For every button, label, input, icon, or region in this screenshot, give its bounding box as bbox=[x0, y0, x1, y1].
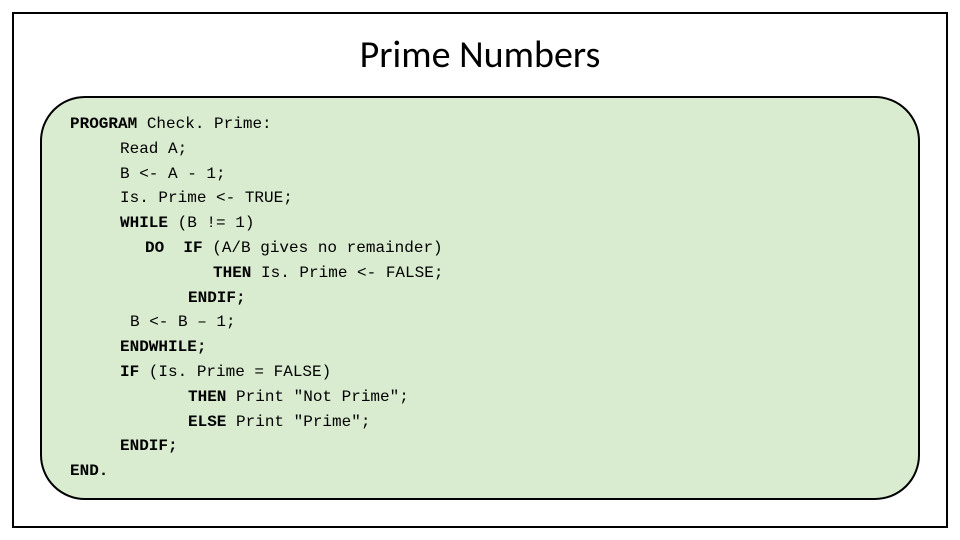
kw-endif2: ENDIF; bbox=[120, 437, 178, 455]
code-line-endif1: ENDIF; bbox=[70, 286, 890, 311]
code-line-dec-b: B <- B – 1; bbox=[70, 310, 890, 335]
code-box: PROGRAM Check. Prime: Read A; B <- A - 1… bbox=[40, 96, 920, 500]
code-line-program: PROGRAM Check. Prime: bbox=[70, 112, 890, 137]
kw-if2: IF bbox=[120, 363, 139, 381]
if1-cond: (A/B gives no remainder) bbox=[203, 239, 443, 257]
code-line-end: END. bbox=[70, 459, 890, 484]
code-line-else: ELSE Print "Prime"; bbox=[70, 410, 890, 435]
then1-body: Is. Prime <- FALSE; bbox=[251, 264, 443, 282]
code-line-then1: THEN Is. Prime <- FALSE; bbox=[70, 261, 890, 286]
kw-end: END. bbox=[70, 462, 108, 480]
code-line-assign-b: B <- A - 1; bbox=[70, 162, 890, 187]
kw-do: DO bbox=[145, 239, 164, 257]
slide-frame: Prime Numbers PROGRAM Check. Prime: Read… bbox=[12, 12, 948, 528]
while-cond: (B != 1) bbox=[168, 214, 254, 232]
code-line-read: Read A; bbox=[70, 137, 890, 162]
kw-else: ELSE bbox=[188, 413, 226, 431]
kw-if1: IF bbox=[183, 239, 202, 257]
spacer-do-if bbox=[164, 239, 183, 257]
code-line-isprime-true: Is. Prime <- TRUE; bbox=[70, 186, 890, 211]
kw-endif1: ENDIF; bbox=[188, 289, 246, 307]
kw-program: PROGRAM bbox=[70, 115, 137, 133]
code-line-then2: THEN Print "Not Prime"; bbox=[70, 385, 890, 410]
kw-endwhile: ENDWHILE; bbox=[120, 338, 206, 356]
code-line-endwhile: ENDWHILE; bbox=[70, 335, 890, 360]
code-line-do-if: DO IF (A/B gives no remainder) bbox=[70, 236, 890, 261]
slide-title: Prime Numbers bbox=[360, 32, 601, 78]
program-name: Check. Prime: bbox=[137, 115, 271, 133]
if2-cond: (Is. Prime = FALSE) bbox=[139, 363, 331, 381]
code-line-endif2: ENDIF; bbox=[70, 434, 890, 459]
code-line-while: WHILE (B != 1) bbox=[70, 211, 890, 236]
kw-then2: THEN bbox=[188, 388, 226, 406]
kw-then1: THEN bbox=[213, 264, 251, 282]
then2-body: Print "Not Prime"; bbox=[226, 388, 408, 406]
else-body: Print "Prime"; bbox=[226, 413, 370, 431]
code-line-if2: IF (Is. Prime = FALSE) bbox=[70, 360, 890, 385]
kw-while: WHILE bbox=[120, 214, 168, 232]
